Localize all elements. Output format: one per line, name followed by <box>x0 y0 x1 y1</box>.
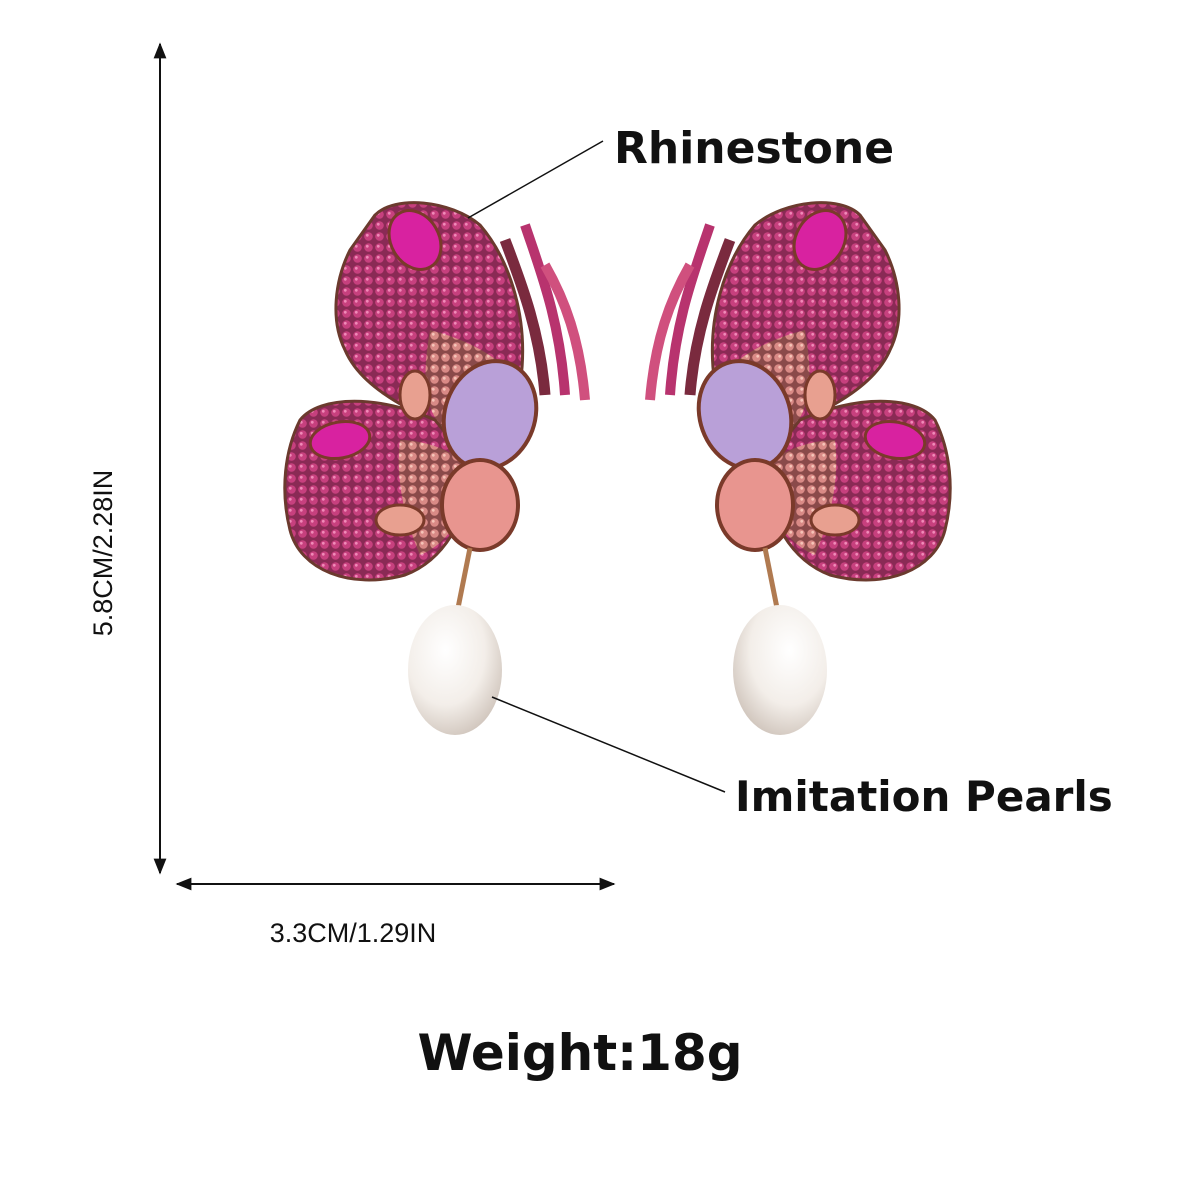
leader-line <box>491 696 726 793</box>
right-earring <box>650 201 950 735</box>
height-label: 5.8CM/2.28IN <box>88 470 118 637</box>
width-label: 3.3CM/1.29IN <box>270 918 437 948</box>
leader-line <box>467 140 604 219</box>
rhinestone-label: Rhinestone <box>614 123 894 174</box>
left-earring <box>285 201 585 735</box>
pearls-label: Imitation Pearls <box>735 772 1113 821</box>
weight-label: Weight:18g <box>417 1024 742 1082</box>
